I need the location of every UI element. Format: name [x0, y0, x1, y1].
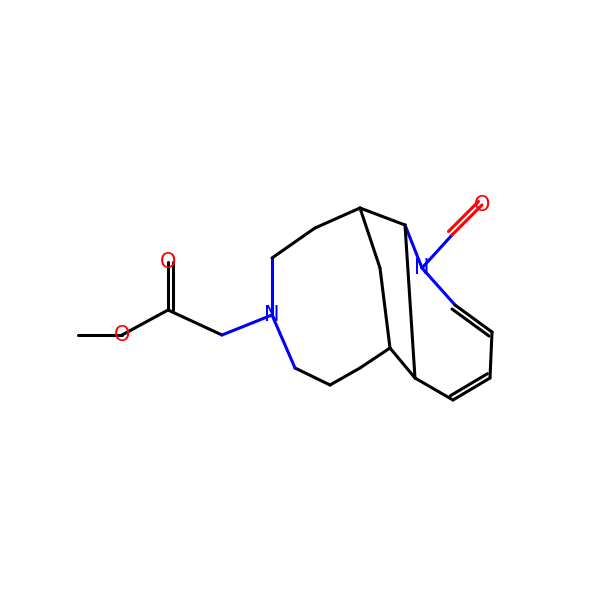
Text: O: O: [474, 195, 490, 215]
Text: N: N: [264, 305, 280, 325]
Text: O: O: [114, 325, 130, 345]
Text: O: O: [160, 252, 176, 272]
Text: N: N: [414, 258, 430, 278]
